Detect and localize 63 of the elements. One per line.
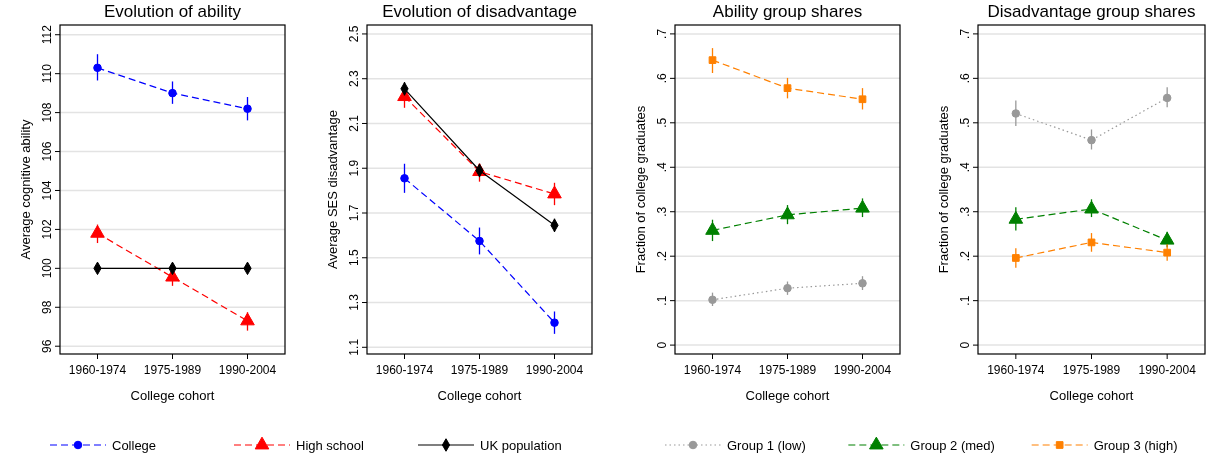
x-tick-label: 1975-1989 [758, 363, 817, 377]
y-tick-label: 110 [40, 63, 54, 84]
x-tick-label: 1975-1989 [1062, 363, 1121, 377]
y-tick-label: 1.1 [347, 338, 361, 356]
legend-label: Group 2 (med) [910, 437, 995, 453]
y-tick-label: 1.7 [347, 204, 361, 222]
y-tick-label: 0 [958, 341, 972, 349]
y-tick-label: 1.3 [347, 293, 361, 311]
legend-label: High school [296, 437, 365, 453]
x-tick-label: 1975-1989 [143, 363, 202, 377]
chart-title: Evolution of ability [103, 2, 242, 21]
y-tick-label: 108 [40, 102, 54, 123]
y-tick-label: 0 [655, 341, 669, 349]
y-tick-label: 112 [40, 24, 54, 45]
y-tick-label: 1.9 [347, 159, 361, 177]
y-tick-label: .7 [655, 28, 669, 39]
x-axis-title: College cohort [130, 388, 215, 403]
y-tick-label: 96 [40, 339, 54, 353]
chart-title: Evolution of disadvantage [382, 2, 577, 21]
legend-label: College [112, 437, 157, 453]
x-axis-title: College cohort [745, 388, 830, 403]
x-tick-label: 1990-2004 [1138, 363, 1197, 377]
x-tick-label: 1960-1974 [375, 363, 434, 377]
y-tick-label: 104 [40, 180, 54, 201]
legend-label: UK population [480, 437, 562, 453]
x-tick-label: 1990-2004 [833, 363, 892, 377]
y-tick-label: .3 [655, 206, 669, 217]
x-tick-label: 1960-1974 [987, 363, 1045, 377]
chart-title: Ability group shares [712, 2, 863, 21]
y-tick-label: .5 [958, 117, 972, 128]
x-tick-label: 1990-2004 [525, 363, 584, 377]
legend-label: Group 3 (high) [1093, 437, 1178, 453]
y-tick-label: 100 [40, 258, 54, 279]
y-axis-title: Average cognitive ability [18, 119, 33, 260]
x-tick-label: 1975-1989 [450, 363, 509, 377]
legend-label: Group 1 (low) [727, 437, 806, 453]
y-tick-label: 106 [40, 141, 54, 162]
y-tick-label: 2.5 [347, 25, 361, 43]
y-tick-label: 1.5 [347, 249, 361, 267]
y-tick-label: .3 [958, 206, 972, 217]
y-tick-label: 2.1 [347, 114, 361, 132]
x-tick-label: 1960-1974 [683, 363, 742, 377]
y-tick-label: .6 [655, 73, 669, 84]
chart-title: Disadvantage group shares [987, 2, 1196, 21]
y-tick-label: 98 [40, 300, 54, 314]
y-tick-label: .6 [958, 73, 972, 84]
y-tick-label: .4 [958, 161, 972, 173]
y-tick-label: .4 [655, 161, 669, 173]
y-tick-label: 2.3 [347, 70, 361, 88]
y-tick-label: .7 [958, 28, 972, 39]
x-tick-label: 1960-1974 [68, 363, 127, 377]
y-axis-title: Fraction of college graduates [936, 105, 951, 274]
y-axis-title: Fraction of college graduates [633, 105, 648, 274]
x-tick-label: 1990-2004 [218, 363, 277, 377]
y-tick-label: 102 [40, 219, 54, 240]
x-axis-title: College cohort [437, 388, 522, 403]
y-tick-label: .1 [655, 295, 669, 306]
y-tick-label: .1 [958, 295, 972, 306]
y-tick-label: .2 [655, 250, 669, 262]
y-axis-title: Average SES disadvantage [325, 110, 340, 269]
y-tick-label: .2 [958, 250, 972, 262]
x-axis-title: College cohort [1049, 388, 1134, 403]
y-tick-label: .5 [655, 117, 669, 128]
